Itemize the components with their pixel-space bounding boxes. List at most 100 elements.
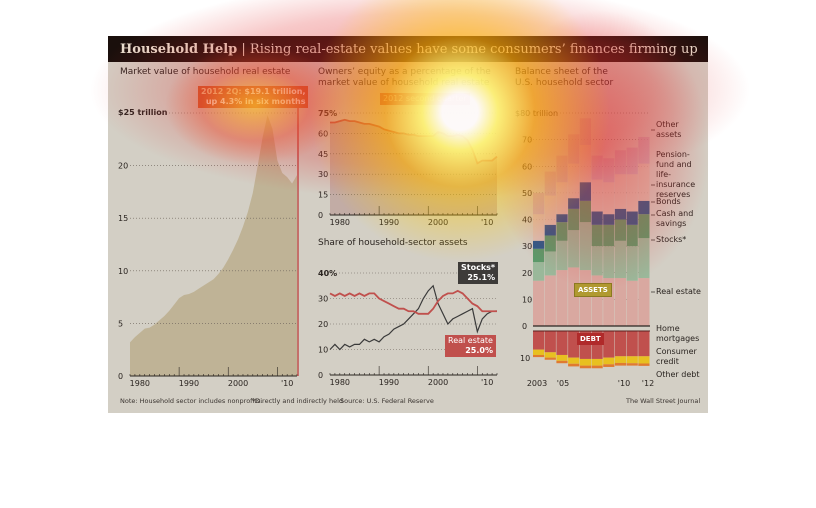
bar-other-assets	[533, 192, 545, 215]
bar-pension	[579, 144, 591, 183]
chart1-x-tick-label: 2000	[228, 379, 248, 388]
bar-cash-savings	[556, 222, 568, 241]
realestate-label: Real estate	[448, 336, 493, 345]
chart4-x-tick-label: '10	[618, 379, 630, 388]
bar-other-assets	[568, 134, 580, 164]
bar-pension	[638, 163, 650, 201]
chart3-y-tick-label: 40%	[318, 269, 337, 278]
legend-real-estate: Real estate	[656, 287, 701, 296]
stocks-final-value: 25.1%	[467, 273, 496, 282]
bar-bonds	[638, 200, 650, 215]
bar-home-mortgages	[533, 331, 545, 350]
realestate-label-box: Real estate 25.0%	[445, 335, 496, 357]
bar-home-mortgages	[603, 331, 615, 358]
bar-stocks	[544, 251, 556, 276]
bar-other-assets	[579, 118, 591, 145]
bar-other-debt	[544, 357, 556, 360]
chart4-x-tick-label: '12	[642, 379, 654, 388]
legend-consumer-credit: Consumer credit	[656, 347, 697, 366]
chart3-x-tick-label: '10	[481, 378, 493, 387]
chart4-y-tick-label: 0	[522, 322, 527, 331]
footer-credit: The Wall Street Journal	[626, 397, 701, 405]
bar-other-debt	[603, 364, 615, 367]
bar-other-debt	[638, 363, 650, 366]
chart2-x-tick-label: 2000	[428, 218, 448, 227]
chart1-y-axis-top-label: $25 trillion	[118, 108, 168, 117]
chart2-x-tick-label: 1980	[330, 218, 350, 227]
chart1-y-tick-label: 5	[118, 319, 123, 328]
bar-other-debt	[579, 365, 591, 369]
bar-pension	[626, 174, 638, 212]
bar-other-debt	[591, 365, 603, 369]
bar-pension	[568, 163, 580, 199]
bar-bonds	[626, 211, 638, 225]
chart2-x-tick-label: '10	[481, 218, 493, 227]
chart3-y-tick-label: 0	[318, 371, 323, 380]
bar-bonds	[591, 211, 603, 225]
chart3-x-tick-label: 1990	[379, 378, 399, 387]
chart4-title-line1: Balance sheet of the	[515, 67, 608, 77]
bar-consumer-credit	[614, 356, 627, 363]
legend-other-debt: Other debt	[656, 370, 700, 379]
chart2-title-line1: Owners’ equity as a percentage of the	[318, 67, 491, 77]
chart2-y-tick-label: 0	[318, 211, 323, 220]
chart2-title: Owners’ equity as a percentage of the mar…	[318, 67, 491, 89]
chart2-title-line2: market value of household real estate	[318, 78, 490, 88]
bar-other-assets	[603, 158, 615, 183]
bar-stocks	[591, 246, 603, 276]
bar-bonds	[568, 198, 580, 209]
bar-other-debt	[533, 354, 545, 358]
bar-stocks	[533, 262, 545, 281]
annotation-value: $19.1 trillion,	[244, 87, 306, 96]
bar-consumer-credit	[544, 352, 556, 358]
chart1-title: Market value of household real estate	[120, 67, 291, 77]
chart3-x-tick-label: 2000	[428, 378, 448, 387]
chart1-y-tick-label: 20	[118, 162, 128, 171]
bar-bonds	[603, 214, 615, 225]
chart3-y-tick-label: 20	[318, 320, 328, 329]
bar-real-estate	[533, 280, 545, 326]
bar-real-estate	[638, 278, 650, 326]
bar-other-assets	[614, 150, 627, 175]
bar-consumer-credit	[626, 356, 638, 364]
chart1-x-tick-label: '10	[281, 379, 293, 388]
bar-cash-savings	[544, 235, 556, 252]
bar-other-assets	[626, 147, 638, 175]
chart1-y-tick-label: 0	[118, 372, 123, 381]
bar-pension	[591, 179, 603, 212]
chart4-y-tick-label: $80 trillion	[515, 109, 558, 118]
bar-pension	[603, 182, 615, 215]
chart3-y-tick-label: 30	[318, 295, 328, 304]
bar-stocks	[579, 222, 591, 271]
chart1-x-tick-label: 1980	[130, 379, 150, 388]
chart2-x-tick-label: 1990	[379, 218, 399, 227]
chart2-y-tick-label: 45	[318, 150, 328, 159]
chart1-annotation: 2012 2Q: $19.1 trillion, up 4.3% in six m…	[198, 86, 309, 108]
bar-consumer-credit	[568, 357, 580, 364]
bar-other-assets	[591, 155, 603, 180]
chart1-x-tick-label: 1990	[179, 379, 199, 388]
chart4-y-tick-label: 30	[522, 242, 532, 251]
bar-other-assets	[638, 136, 650, 164]
bar-other-debt	[626, 363, 638, 366]
chart4-y-tick-label: 50	[522, 189, 532, 198]
bar-consumer-credit	[579, 358, 591, 366]
bar-cash-savings	[603, 224, 615, 247]
bar-consumer-credit	[591, 358, 603, 366]
bar-bonds	[614, 208, 627, 220]
bar-other-assets	[556, 155, 568, 183]
bar-cash-savings	[591, 224, 603, 247]
bar-home-mortgages	[626, 331, 638, 357]
bar-pension	[556, 182, 568, 215]
legend-pension: Pension-fund and life-insurance reserves	[656, 150, 696, 199]
legend-stocks: Stocks*	[656, 235, 687, 244]
bar-cash-savings	[579, 200, 591, 223]
bar-real-estate	[556, 270, 568, 326]
legend-mortgages: Home mortgages	[656, 324, 700, 343]
chart2-y-tick-label: 15	[318, 191, 328, 200]
assets-label: ASSETS	[574, 283, 612, 297]
chart4-y-tick-label: 40	[522, 216, 532, 225]
chart4-y-tick-label: 10	[522, 295, 532, 304]
realestate-final-value: 25.0%	[465, 346, 493, 355]
